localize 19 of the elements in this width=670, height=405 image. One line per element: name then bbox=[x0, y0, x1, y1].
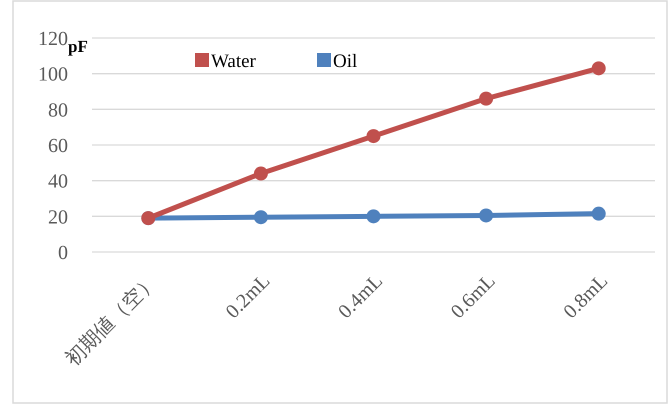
point bbox=[479, 208, 494, 222]
legend-label: Water bbox=[211, 51, 257, 72]
y-tick-label: 20 bbox=[48, 206, 68, 228]
point bbox=[592, 206, 606, 221]
y-tick-label: 120 bbox=[38, 28, 68, 50]
point bbox=[592, 61, 606, 76]
legend-label: Oil bbox=[333, 51, 358, 72]
x-tick-label: 初期値（空） bbox=[61, 270, 162, 370]
point bbox=[479, 92, 494, 106]
y-tick-label: 60 bbox=[48, 135, 68, 157]
point bbox=[366, 209, 380, 224]
y-tick-label: 40 bbox=[48, 170, 68, 193]
point bbox=[254, 166, 268, 181]
point bbox=[254, 210, 268, 224]
y-axis-title: pF bbox=[68, 37, 88, 56]
y-tick-label: 80 bbox=[48, 99, 68, 122]
point bbox=[366, 129, 380, 144]
y-tick-label: 100 bbox=[38, 64, 68, 86]
y-tick-label: 0 bbox=[58, 242, 68, 264]
